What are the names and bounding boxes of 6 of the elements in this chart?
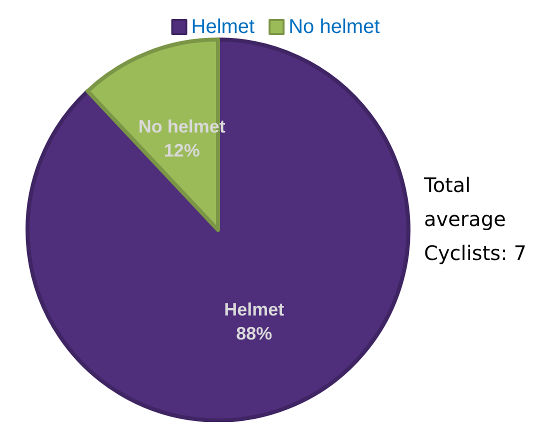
data-label: 12% bbox=[164, 140, 200, 161]
legend-label: Helmet bbox=[191, 16, 256, 38]
slice-label: Helmet bbox=[224, 299, 284, 320]
data-label: 88% bbox=[236, 323, 272, 344]
legend-label: No helmet bbox=[288, 16, 380, 38]
text: Total average Cyclists: 7 bbox=[423, 173, 526, 265]
